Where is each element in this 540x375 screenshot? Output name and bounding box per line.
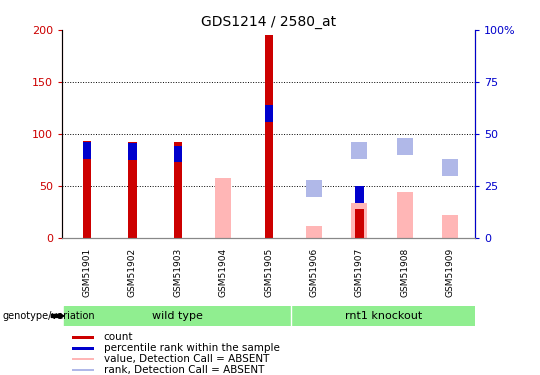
Text: GSM51902: GSM51902: [128, 248, 137, 297]
Text: GSM51901: GSM51901: [83, 248, 92, 297]
Bar: [83, 141, 91, 238]
Text: GSM51905: GSM51905: [264, 248, 273, 297]
Bar: [265, 35, 273, 238]
Bar: [292, 306, 475, 326]
Bar: [129, 142, 137, 238]
Text: percentile rank within the sample: percentile rank within the sample: [104, 343, 280, 353]
Text: genotype/variation: genotype/variation: [3, 311, 96, 321]
Bar: [442, 215, 458, 238]
Text: wild type: wild type: [152, 311, 203, 321]
Text: GSM51909: GSM51909: [446, 248, 455, 297]
Bar: [71, 358, 93, 360]
Text: GSM51907: GSM51907: [355, 248, 364, 297]
Bar: [64, 306, 292, 326]
Text: count: count: [104, 333, 133, 342]
Bar: [397, 192, 413, 238]
Bar: [174, 146, 182, 162]
Bar: [129, 143, 137, 160]
Bar: [352, 142, 367, 159]
Bar: [71, 336, 93, 339]
Text: GSM51906: GSM51906: [309, 248, 319, 297]
Bar: [265, 105, 273, 122]
Bar: [442, 159, 458, 176]
Bar: [355, 186, 363, 203]
Bar: [83, 142, 91, 159]
Bar: [306, 226, 322, 238]
Text: GSM51904: GSM51904: [219, 248, 228, 297]
Text: GSM51903: GSM51903: [173, 248, 183, 297]
Bar: [71, 369, 93, 371]
Bar: [355, 209, 363, 238]
Bar: [397, 138, 413, 155]
Text: value, Detection Call = ABSENT: value, Detection Call = ABSENT: [104, 354, 269, 364]
Text: rnt1 knockout: rnt1 knockout: [345, 311, 422, 321]
Text: GSM51908: GSM51908: [400, 248, 409, 297]
Text: rank, Detection Call = ABSENT: rank, Detection Call = ABSENT: [104, 365, 264, 375]
Bar: [174, 142, 182, 238]
Bar: [306, 180, 322, 196]
Bar: [215, 178, 231, 238]
Bar: [71, 347, 93, 350]
Title: GDS1214 / 2580_at: GDS1214 / 2580_at: [201, 15, 336, 29]
Bar: [352, 203, 367, 238]
